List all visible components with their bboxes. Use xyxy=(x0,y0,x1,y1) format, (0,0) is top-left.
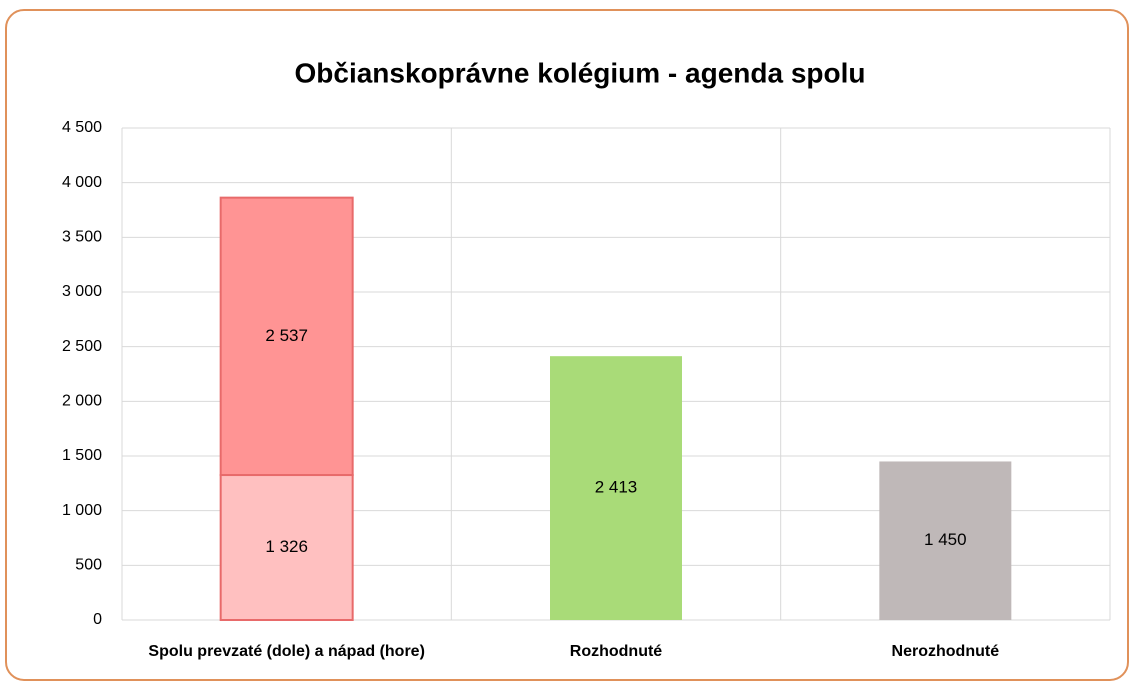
x-tick-label: Spolu prevzaté (dole) a nápad (hore) xyxy=(148,643,424,660)
y-tick-label: 4 500 xyxy=(62,119,102,136)
y-tick-label: 3 500 xyxy=(62,229,102,246)
y-tick-label: 2 500 xyxy=(62,338,102,355)
y-tick-label: 1 500 xyxy=(62,447,102,464)
bar-segment xyxy=(219,474,354,621)
y-tick-label: 2 000 xyxy=(62,393,102,410)
y-tick-label: 0 xyxy=(93,611,102,628)
bar-segment xyxy=(219,196,354,477)
data-label: 2 413 xyxy=(595,478,638,497)
y-tick-label: 4 000 xyxy=(62,174,102,191)
y-tick-label: 1 000 xyxy=(62,502,102,519)
x-tick-label: Rozhodnuté xyxy=(570,643,663,660)
bar-segment xyxy=(550,356,682,620)
data-label: 2 537 xyxy=(265,326,308,345)
data-label: 1 450 xyxy=(924,530,967,549)
y-tick-label: 500 xyxy=(75,557,102,574)
data-label: 1 326 xyxy=(265,537,308,556)
bar-segment xyxy=(879,461,1012,620)
x-tick-label: Nerozhodnuté xyxy=(892,643,1000,660)
y-tick-label: 3 000 xyxy=(62,283,102,300)
chart-title: Občianskoprávne kolégium - agenda spolu xyxy=(294,57,865,88)
